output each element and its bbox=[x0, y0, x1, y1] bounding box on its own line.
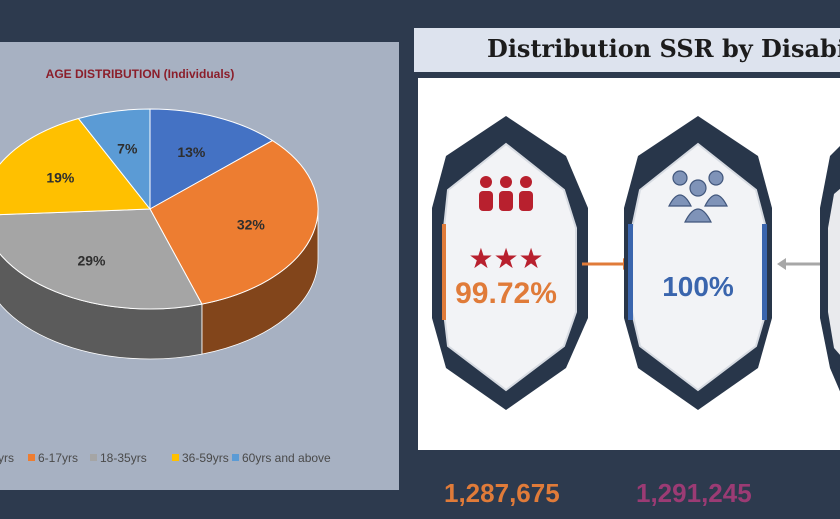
pie-slice-0 bbox=[149, 108, 274, 210]
age-distribution-panel: AGE DISTRIBUTION (Individuals) 13% 32% 29%… bbox=[0, 42, 399, 490]
card-1-value: 99.72% bbox=[455, 277, 557, 310]
pie-slice-3 bbox=[0, 117, 152, 216]
pie-data-label-4: 7% bbox=[117, 140, 138, 156]
infographic-panel: ★★★ 99.72% 100% bbox=[418, 78, 840, 450]
legend-swatch-4 bbox=[232, 454, 239, 461]
card-1: ★★★ 99.72% bbox=[432, 116, 588, 410]
svg-text:★★★: ★★★ bbox=[468, 242, 543, 275]
chart-title: AGE DISTRIBUTION (Individuals) bbox=[46, 67, 235, 81]
legend-label-1: 6-17yrs bbox=[38, 451, 78, 465]
legend-swatch-3 bbox=[172, 454, 179, 461]
pie-data-label-2: 29% bbox=[77, 252, 106, 268]
card-2: 100% bbox=[624, 116, 772, 410]
legend-swatch-1 bbox=[28, 454, 35, 461]
infographic-graphic: ★★★ 99.72% 100% bbox=[432, 116, 840, 410]
card-1-accent bbox=[442, 224, 446, 320]
legend-item-2: 18-35yrs bbox=[90, 451, 147, 465]
people-stars-icon: ★★★ bbox=[468, 176, 544, 275]
pie-data-label-0: 13% bbox=[177, 144, 206, 160]
pie-slice-1 bbox=[149, 139, 319, 305]
card-2-value: 100% bbox=[662, 271, 734, 302]
chart-legend: yrs 6-17yrs 18-35yrs 36-59yrs 60yrs and abov… bbox=[0, 451, 331, 465]
infographic-title-bar: Distribution SSR by Disabilit bbox=[414, 28, 840, 72]
arrow-left-icon bbox=[777, 258, 824, 270]
pie-slice-2 bbox=[0, 208, 203, 310]
pie-slice-4 bbox=[77, 108, 151, 211]
card-2-accent-right bbox=[762, 224, 767, 320]
legend-label-2: 18-35yrs bbox=[100, 451, 147, 465]
legend-swatch-2 bbox=[90, 454, 97, 461]
pie-data-label-1: 32% bbox=[237, 216, 266, 232]
infographic-title: Distribution SSR by Disabilit bbox=[487, 34, 840, 63]
total-count-1: 1,287,675 bbox=[444, 478, 560, 508]
legend-label-3: 36-59yrs bbox=[182, 451, 229, 465]
legend-item-3: 36-59yrs bbox=[172, 451, 229, 465]
age-pie-chart: AGE DISTRIBUTION (Individuals) 13% 32% 29%… bbox=[0, 67, 331, 465]
legend-item-1: 6-17yrs bbox=[28, 451, 78, 465]
total-count-2: 1,291,245 bbox=[636, 478, 752, 508]
legend-label-0: yrs bbox=[0, 451, 14, 465]
pie-data-label-3: 19% bbox=[46, 169, 75, 185]
legend-item-0: yrs bbox=[0, 451, 14, 465]
legend-item-4: 60yrs and above bbox=[232, 451, 331, 465]
card-3-partial bbox=[820, 146, 840, 392]
card-2-accent-left bbox=[628, 224, 633, 320]
people-group-icon bbox=[668, 170, 728, 223]
legend-label-4: 60yrs and above bbox=[242, 451, 331, 465]
